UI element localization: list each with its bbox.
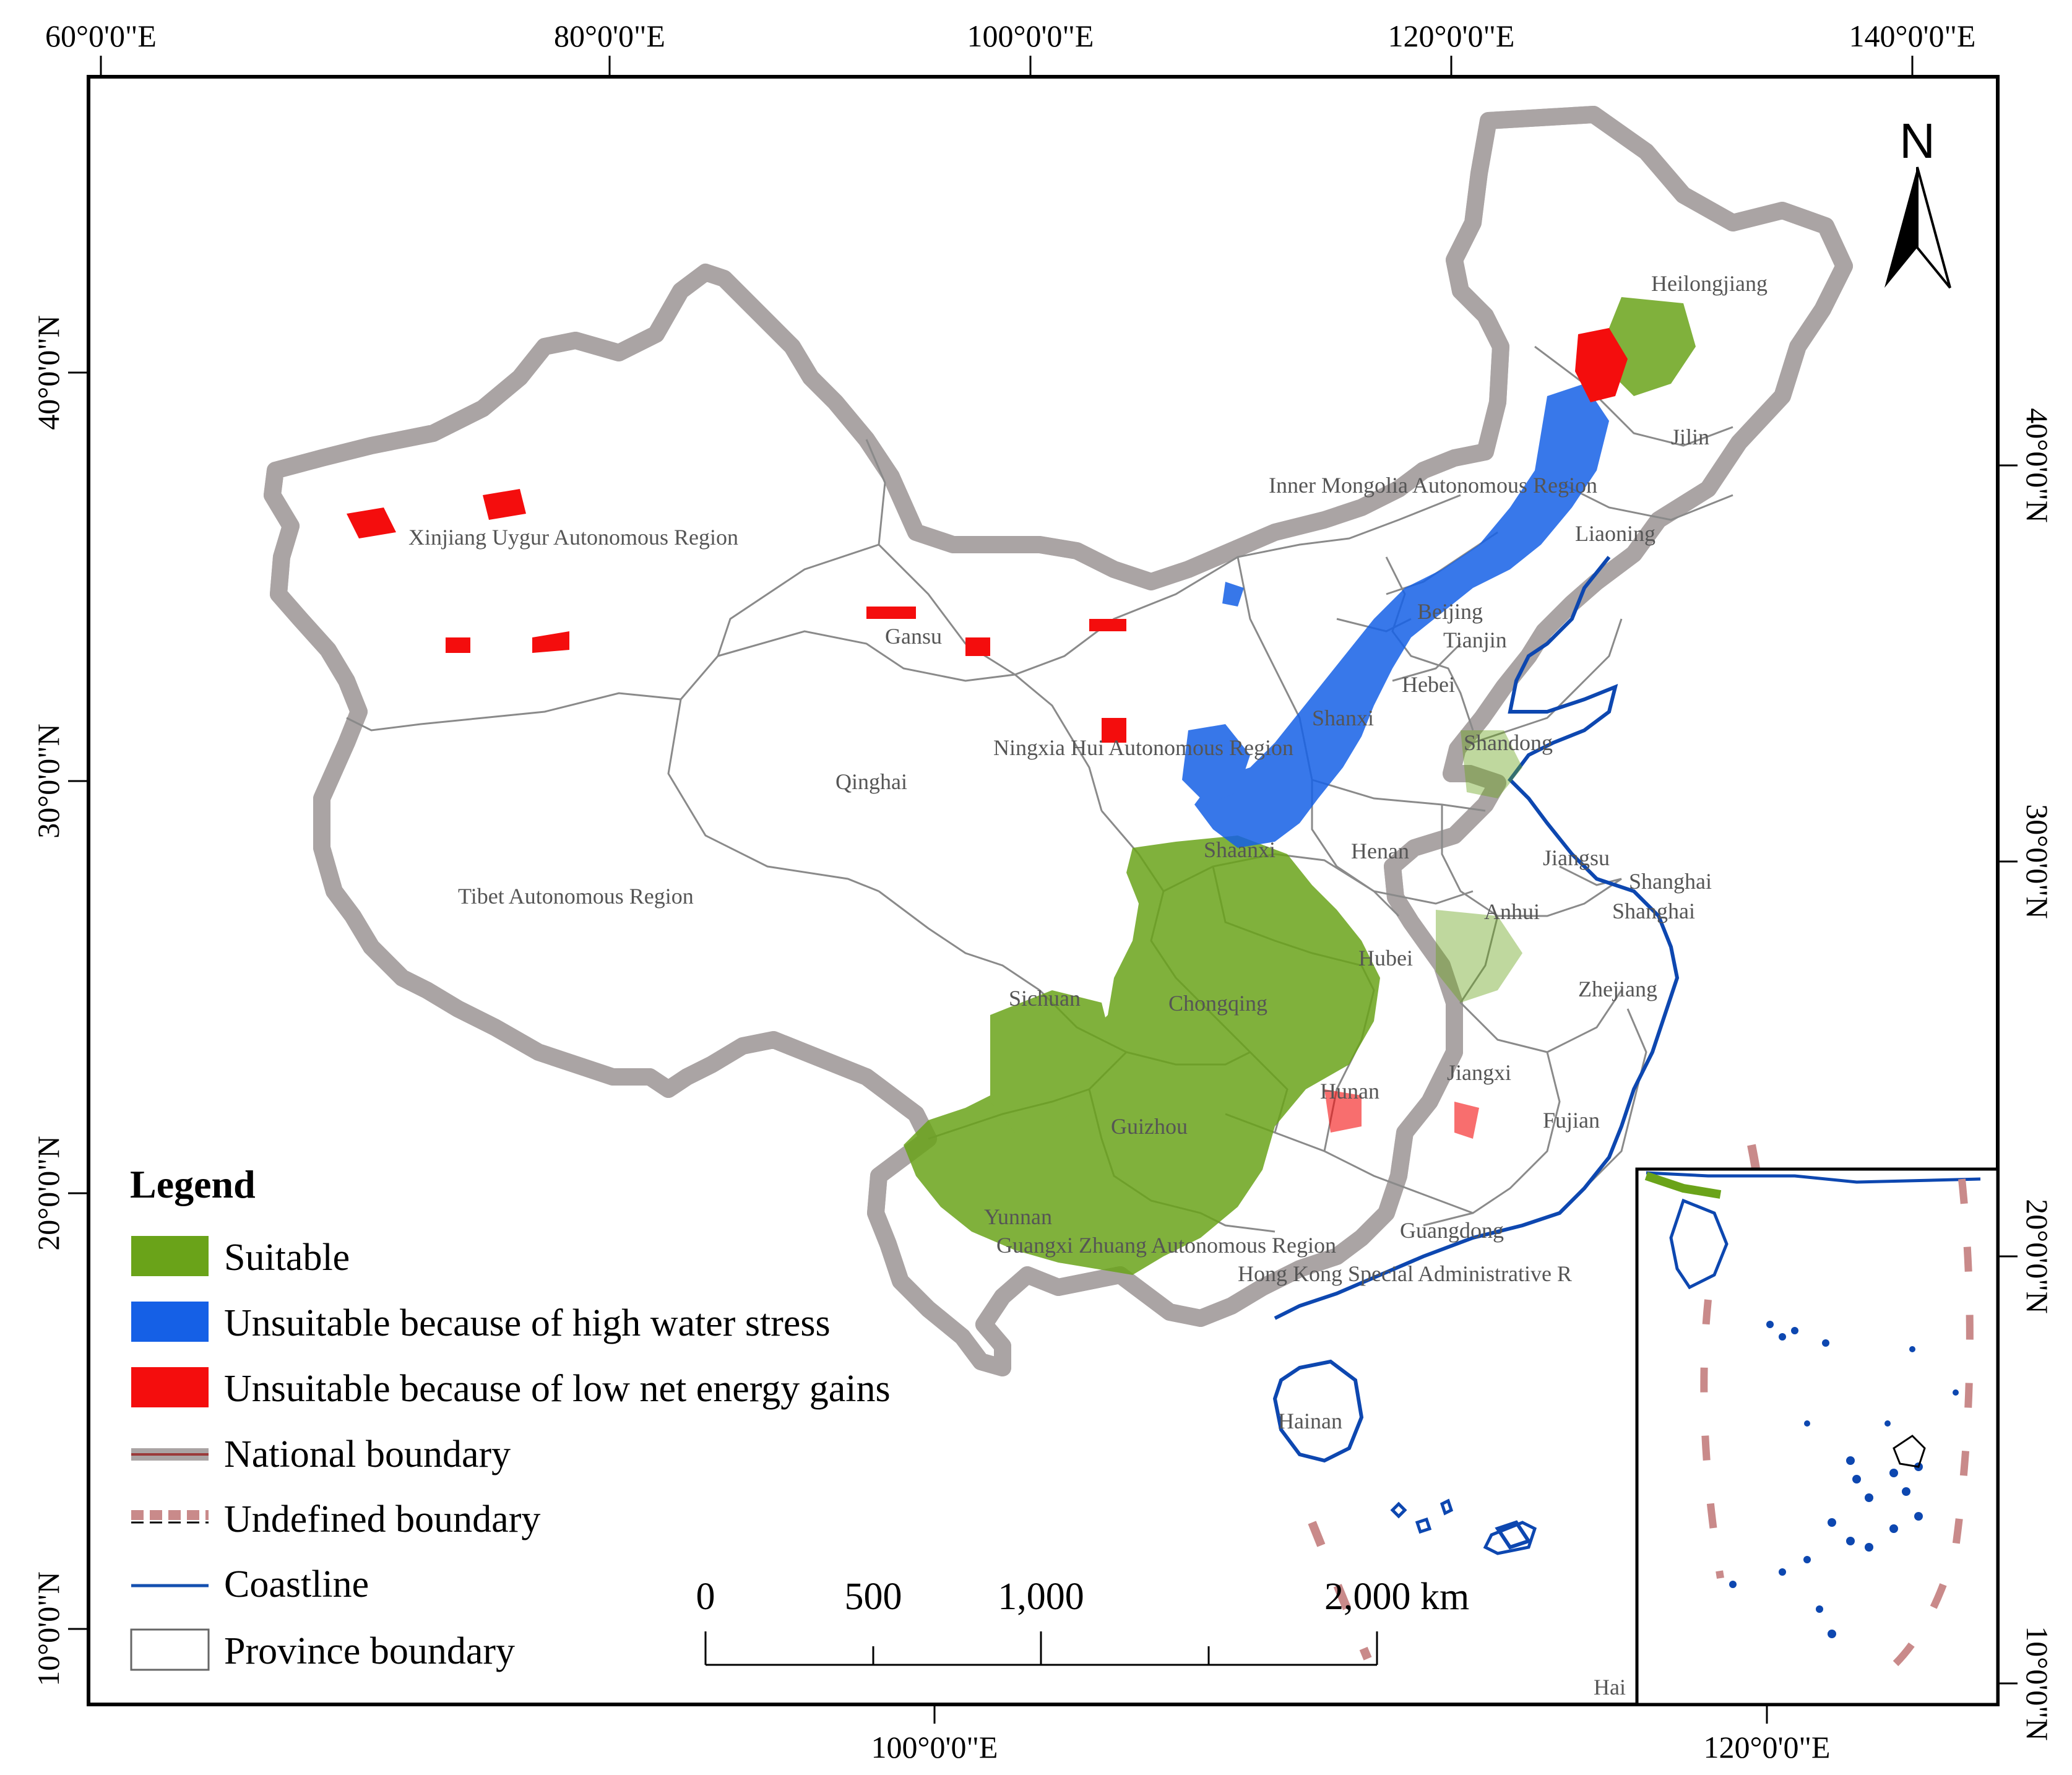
province-label: Hunan <box>1320 1079 1379 1103</box>
right-axis-labels: 40°0'0"N 30°0'0"N 20°0'0"N 10°0'0"N <box>2020 408 2055 1741</box>
province-label: Shanghai <box>1629 869 1712 894</box>
province-label: Henan <box>1351 839 1409 863</box>
scale-bar: 0 500 1,000 2,000 km <box>696 1576 1469 1666</box>
south-china-sea-inset <box>1635 1167 2000 1706</box>
province-label: Jiangsu <box>1543 845 1610 870</box>
province-label: Guangdong <box>1400 1218 1504 1243</box>
province-label: Tibet Autonomous Region <box>458 884 694 909</box>
province-label: Beijing <box>1417 599 1483 624</box>
top-axis-label: 100°0'0"E <box>967 19 1094 53</box>
bottom-axis-labels: 100°0'0"E 120°0'0"E <box>871 1730 1831 1764</box>
left-axis-label: 30°0'0"N <box>31 723 66 839</box>
right-axis-label: 30°0'0"N <box>2020 804 2055 919</box>
right-axis-label: 10°0'0"N <box>2020 1626 2055 1741</box>
province-label: Liaoning <box>1575 521 1655 546</box>
scale-label: 500 <box>845 1576 902 1618</box>
province-label: Shandong <box>1464 730 1553 755</box>
legend-label: National boundary <box>224 1433 511 1475</box>
province-label: Ningxia Hui Autonomous Region <box>993 735 1293 760</box>
province-labels: Heilongjiang Jilin Inner Mongolia Autono… <box>408 271 1768 1699</box>
legend-label: Undefined boundary <box>224 1498 540 1540</box>
bottom-axis-label: 120°0'0"E <box>1704 1730 1831 1764</box>
province-label: Jiangxi <box>1447 1060 1511 1085</box>
top-axis-label: 80°0'0"E <box>554 19 665 53</box>
province-label: Shaanxi <box>1204 837 1276 862</box>
left-axis-label: 10°0'0"N <box>31 1571 66 1686</box>
national-boundary <box>264 106 1853 1376</box>
province-label: Shanghai <box>1612 899 1695 923</box>
province-label: Guangxi Zhuang Autonomous Region <box>996 1233 1336 1258</box>
legend-title: Legend <box>130 1162 256 1206</box>
coastline <box>1272 556 1680 1550</box>
water-stress-areas <box>1182 384 1609 848</box>
province-label: Fujian <box>1543 1108 1600 1133</box>
scale-label: 1,000 <box>998 1576 1084 1618</box>
province-label: Sichuan <box>1009 986 1081 1011</box>
scale-label: 0 <box>696 1576 715 1618</box>
legend: Legend Suitable Unsuitable because of hi… <box>130 1162 891 1672</box>
province-label: Heilongjiang <box>1651 271 1768 296</box>
province-label: Inner Mongolia Autonomous Region <box>1269 473 1597 498</box>
legend-swatch-low-energy <box>131 1367 209 1407</box>
legend-swatch-province-boundary <box>130 1628 210 1671</box>
legend-label: Unsuitable because of low net energy gai… <box>224 1368 891 1410</box>
province-label: Chongqing <box>1168 991 1267 1016</box>
left-axis-label: 20°0'0"N <box>31 1136 66 1251</box>
province-label: Gansu <box>885 624 942 649</box>
top-axis-label: 140°0'0"E <box>1849 19 1976 53</box>
top-axis-label: 120°0'0"E <box>1388 19 1515 53</box>
province-label: Hainan <box>1278 1409 1342 1433</box>
legend-label: Coastline <box>224 1563 369 1605</box>
north-arrow: N <box>1884 113 1951 289</box>
legend-swatch-water-stress <box>131 1302 209 1342</box>
left-axis-label: 40°0'0"N <box>31 315 66 430</box>
suitable-areas <box>904 297 1696 1275</box>
top-axis-labels: 60°0'0"E 80°0'0"E 100°0'0"E 120°0'0"E 14… <box>45 19 1975 53</box>
axis-ticks <box>68 56 2018 1724</box>
left-axis-labels: 40°0'0"N 30°0'0"N 20°0'0"N 10°0'0"N <box>31 315 66 1686</box>
province-label: Hubei <box>1358 946 1413 970</box>
scale-label: 2,000 km <box>1324 1576 1469 1618</box>
right-axis-label: 40°0'0"N <box>2020 408 2055 523</box>
bottom-axis-label: 100°0'0"E <box>871 1730 998 1764</box>
right-axis-label: 20°0'0"N <box>2020 1199 2055 1314</box>
province-label: Jilin <box>1671 425 1709 449</box>
south-sea-islands <box>1390 1498 1537 1555</box>
top-axis-label: 60°0'0"E <box>45 19 157 53</box>
legend-label: Province boundary <box>224 1630 515 1672</box>
province-label: Xinjiang Uygur Autonomous Region <box>408 525 738 550</box>
legend-swatch-suitable <box>131 1236 209 1276</box>
north-label: N <box>1899 113 1935 168</box>
province-label: Hai <box>1594 1675 1626 1699</box>
low-energy-areas <box>347 328 1628 1139</box>
province-label: Hong Kong Special Administrative R <box>1238 1261 1572 1286</box>
province-label: Tianjin <box>1443 628 1507 652</box>
north-arrow-icon <box>1884 167 1917 288</box>
province-label: Qinghai <box>835 769 907 794</box>
province-label: Shanxi <box>1312 706 1374 730</box>
legend-label: Unsuitable because of high water stress <box>224 1302 831 1344</box>
province-label: Hebei <box>1402 672 1455 697</box>
province-label: Yunnan <box>984 1204 1052 1229</box>
province-label: Zhejiang <box>1578 977 1657 1001</box>
legend-label: Suitable <box>224 1237 350 1279</box>
province-label: Anhui <box>1484 899 1540 924</box>
province-label: Guizhou <box>1111 1114 1188 1139</box>
